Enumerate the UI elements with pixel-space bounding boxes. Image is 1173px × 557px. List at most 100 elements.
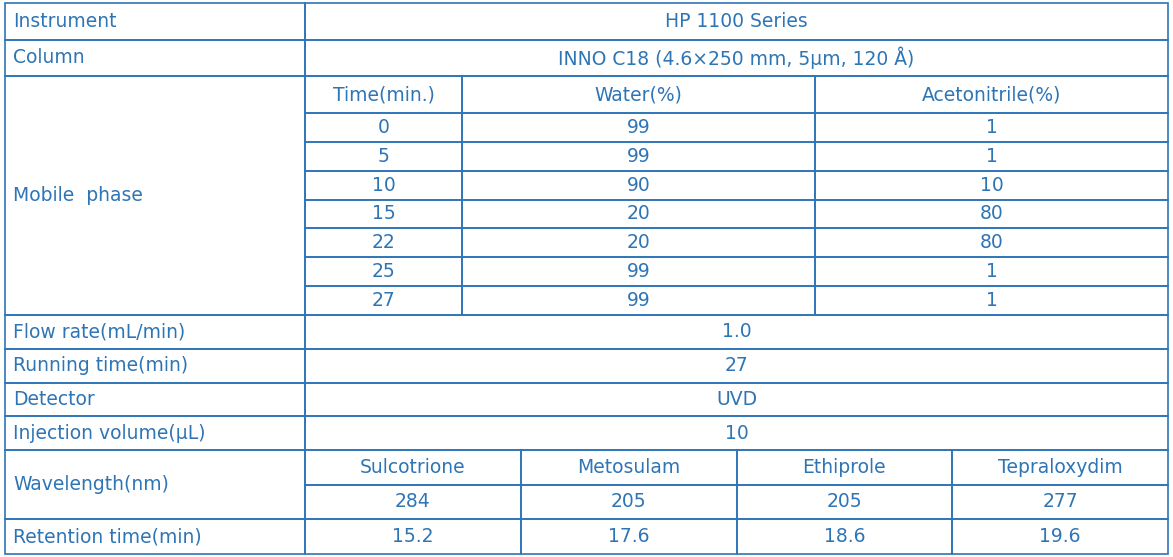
Text: Sulcotrione: Sulcotrione [360,458,466,477]
Text: 0: 0 [378,118,389,137]
Bar [5,383,305,416]
Text: 25: 25 [372,262,395,281]
Text: 90: 90 [626,175,650,194]
Text: 99: 99 [626,262,650,281]
Bar [462,76,815,113]
Bar [305,228,462,257]
Text: 27: 27 [725,356,748,375]
Bar [815,170,1168,199]
Text: Metosulam: Metosulam [577,458,680,477]
Bar [305,141,462,170]
Text: 20: 20 [626,233,650,252]
Bar [815,257,1168,286]
Bar [5,416,305,450]
Text: 10: 10 [979,175,1003,194]
Bar [952,450,1168,485]
Bar [737,450,952,485]
Bar [305,315,1168,349]
Bar [305,40,1168,76]
Bar [305,257,462,286]
Bar [305,416,1168,450]
Text: 80: 80 [979,204,1003,223]
Text: Water(%): Water(%) [595,85,683,104]
Text: 27: 27 [372,291,395,310]
Text: 18.6: 18.6 [823,527,866,546]
Bar [952,519,1168,554]
Text: Detector: Detector [13,390,95,409]
Bar [815,228,1168,257]
Bar [305,76,462,113]
Text: Column: Column [13,48,84,67]
Text: Running time(min): Running time(min) [13,356,188,375]
Bar [462,286,815,315]
Text: Retention time(min): Retention time(min) [13,527,202,546]
Text: 5: 5 [378,146,389,165]
Text: INNO C18 (4.6×250 mm, 5μm, 120 Å): INNO C18 (4.6×250 mm, 5μm, 120 Å) [558,47,915,69]
Text: 1: 1 [985,118,997,137]
Bar [5,76,305,315]
Text: 15.2: 15.2 [392,527,434,546]
Text: 1.0: 1.0 [721,323,752,341]
Bar [305,3,1168,40]
Bar [815,113,1168,141]
Bar [5,3,305,40]
Text: 284: 284 [395,492,430,511]
Text: Ethiprole: Ethiprole [802,458,887,477]
Bar [521,450,737,485]
Bar [5,450,305,519]
Bar [5,315,305,349]
Bar [305,519,521,554]
Text: 10: 10 [725,424,748,443]
Bar [5,349,305,383]
Text: 1: 1 [985,262,997,281]
Text: 205: 205 [827,492,862,511]
Bar [462,199,815,228]
Bar [5,519,305,554]
Bar [521,485,737,519]
Text: 99: 99 [626,291,650,310]
Bar [737,519,952,554]
Bar [815,199,1168,228]
Text: 99: 99 [626,118,650,137]
Bar [815,286,1168,315]
Bar [815,141,1168,170]
Bar [305,485,521,519]
Text: Flow rate(mL/min): Flow rate(mL/min) [13,323,185,341]
Text: 22: 22 [372,233,395,252]
Bar [462,257,815,286]
Bar [305,286,462,315]
Bar [305,113,462,141]
Text: Wavelength(nm): Wavelength(nm) [13,475,169,494]
Text: 19.6: 19.6 [1039,527,1080,546]
Text: Instrument: Instrument [13,12,116,31]
Text: 277: 277 [1043,492,1078,511]
Text: Time(min.): Time(min.) [333,85,434,104]
Text: Acetonitrile(%): Acetonitrile(%) [922,85,1062,104]
Bar [305,170,462,199]
Text: 1: 1 [985,146,997,165]
Bar [305,383,1168,416]
Text: 1: 1 [985,291,997,310]
Text: UVD: UVD [716,390,757,409]
Bar [305,199,462,228]
Text: 17.6: 17.6 [608,527,650,546]
Text: Tepraloxydim: Tepraloxydim [998,458,1123,477]
Bar [5,40,305,76]
Text: 15: 15 [372,204,395,223]
Text: 80: 80 [979,233,1003,252]
Bar [305,450,521,485]
Bar [737,485,952,519]
Text: 20: 20 [626,204,650,223]
Bar [305,349,1168,383]
Text: HP 1100 Series: HP 1100 Series [665,12,808,31]
Text: Injection volume(μL): Injection volume(μL) [13,424,205,443]
Bar [521,519,737,554]
Text: 205: 205 [611,492,646,511]
Bar [462,228,815,257]
Text: 99: 99 [626,146,650,165]
Bar [815,76,1168,113]
Bar [462,113,815,141]
Bar [462,170,815,199]
Text: Mobile  phase: Mobile phase [13,186,143,205]
Text: 10: 10 [372,175,395,194]
